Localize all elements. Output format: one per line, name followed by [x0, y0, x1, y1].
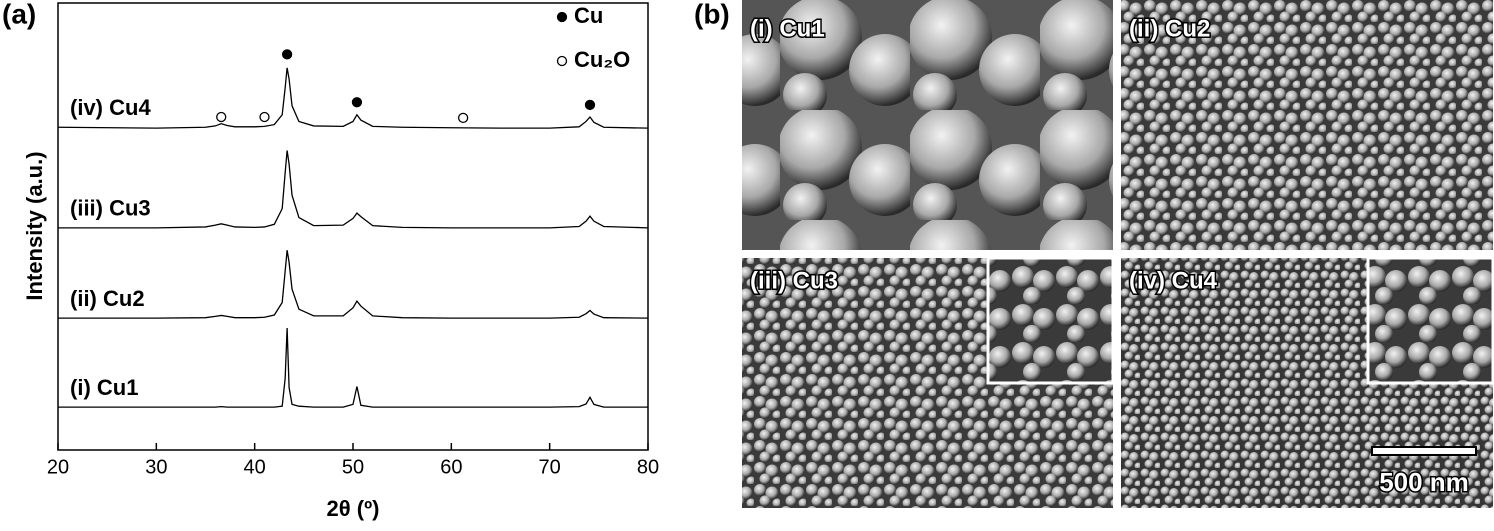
x-axis-label: 2θ (º): [327, 496, 380, 521]
peak-marker: [457, 112, 469, 124]
xrd-line: [58, 327, 648, 408]
x-tick-label: 40: [244, 456, 266, 478]
x-tick-label: 20: [47, 456, 69, 478]
scale-bar-label: 500 nm: [1379, 467, 1469, 497]
legend-label: Cu₂O: [574, 47, 630, 72]
x-tick-label: 50: [342, 456, 364, 478]
panel-label: (a): [2, 0, 36, 29]
legend-marker: [556, 11, 568, 23]
sem-image: [1121, 0, 1493, 250]
legend-label: Cu: [574, 3, 603, 28]
series-label: (i) Cu1: [70, 375, 138, 400]
peak-marker: [216, 111, 227, 123]
x-tick-label: 80: [637, 456, 659, 478]
peak-marker: [351, 97, 363, 108]
scale-bar: [1371, 446, 1477, 456]
sem-inset: [1366, 256, 1494, 385]
sem-panels: (b) (i) Cu1 (ii) Cu2 (iii) Cu3 (iv) Cu4 …: [694, 0, 1494, 508]
series-label: (iv) Cu4: [70, 95, 151, 120]
x-tick-label: 70: [539, 456, 561, 478]
y-axis-label: Intensity (a.u.): [22, 151, 47, 300]
sem-inset: [986, 256, 1115, 385]
peak-marker: [281, 49, 293, 60]
xrd-line: [58, 250, 649, 319]
sem-label: (ii) Cu2: [1129, 15, 1210, 42]
x-tick-label: 60: [440, 456, 462, 478]
sem-image: [742, 0, 1113, 250]
xrd-line: [58, 150, 649, 229]
legend-marker: [556, 55, 568, 67]
sem-label: (i) Cu1: [750, 15, 825, 42]
peak-marker: [259, 111, 270, 123]
sem-label: (iii) Cu3: [750, 267, 838, 294]
x-tick-label: 30: [145, 456, 167, 478]
series-label: (iii) Cu3: [70, 196, 151, 221]
series-label: (ii) Cu2: [70, 286, 145, 311]
peak-marker: [584, 99, 596, 111]
plot-frame: [57, 2, 649, 451]
xrd-line: [57, 67, 649, 129]
panel-label: (b): [694, 0, 730, 29]
xrd-chart: (a) 2θ (º) Intensity (a.u.) 20 30 40 50 60 70…: [2, 0, 659, 521]
sem-label: (iv) Cu4: [1129, 267, 1218, 294]
